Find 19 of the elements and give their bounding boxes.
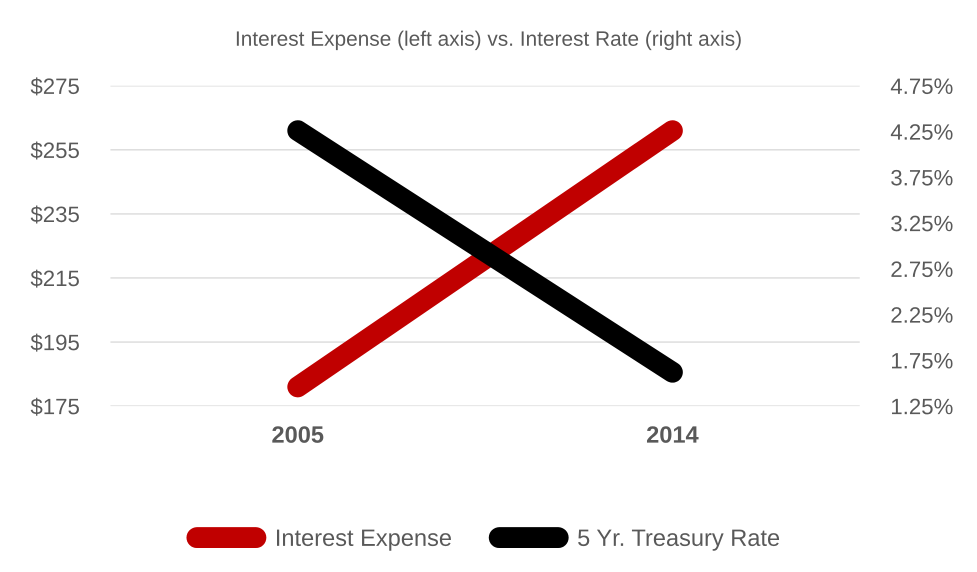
- y2-tick-label: 2.25%: [891, 307, 953, 323]
- x-tick-label: 2014: [646, 426, 699, 443]
- legend-label: 5 Yr. Treasury Rate: [578, 530, 780, 551]
- y2-tick-label: 1.75%: [892, 352, 953, 369]
- y-tick-label: $255: [30, 141, 79, 160]
- y-tick-label: $175: [30, 398, 79, 416]
- y2-tick-label: 1.25%: [892, 398, 953, 414]
- y2-tick-label: 2.75%: [891, 261, 953, 278]
- y-tick-label: $275: [30, 77, 79, 96]
- legend-label: Interest Expense: [276, 530, 451, 551]
- y2-tick-label: 3.25%: [891, 216, 953, 232]
- x-tick-label: 2005: [272, 426, 324, 443]
- y2-tick-label: 3.75%: [891, 170, 953, 186]
- y-tick-label: $195: [30, 334, 79, 352]
- y2-tick-label: 4.25%: [890, 124, 953, 140]
- y-tick-label: $235: [30, 206, 79, 224]
- chart-title: Interest Expense (left axis) vs. Interest Rate (right axis): [236, 30, 741, 50]
- y-tick-label: $215: [30, 270, 79, 288]
- y2-tick-label: 4.75%: [890, 78, 953, 94]
